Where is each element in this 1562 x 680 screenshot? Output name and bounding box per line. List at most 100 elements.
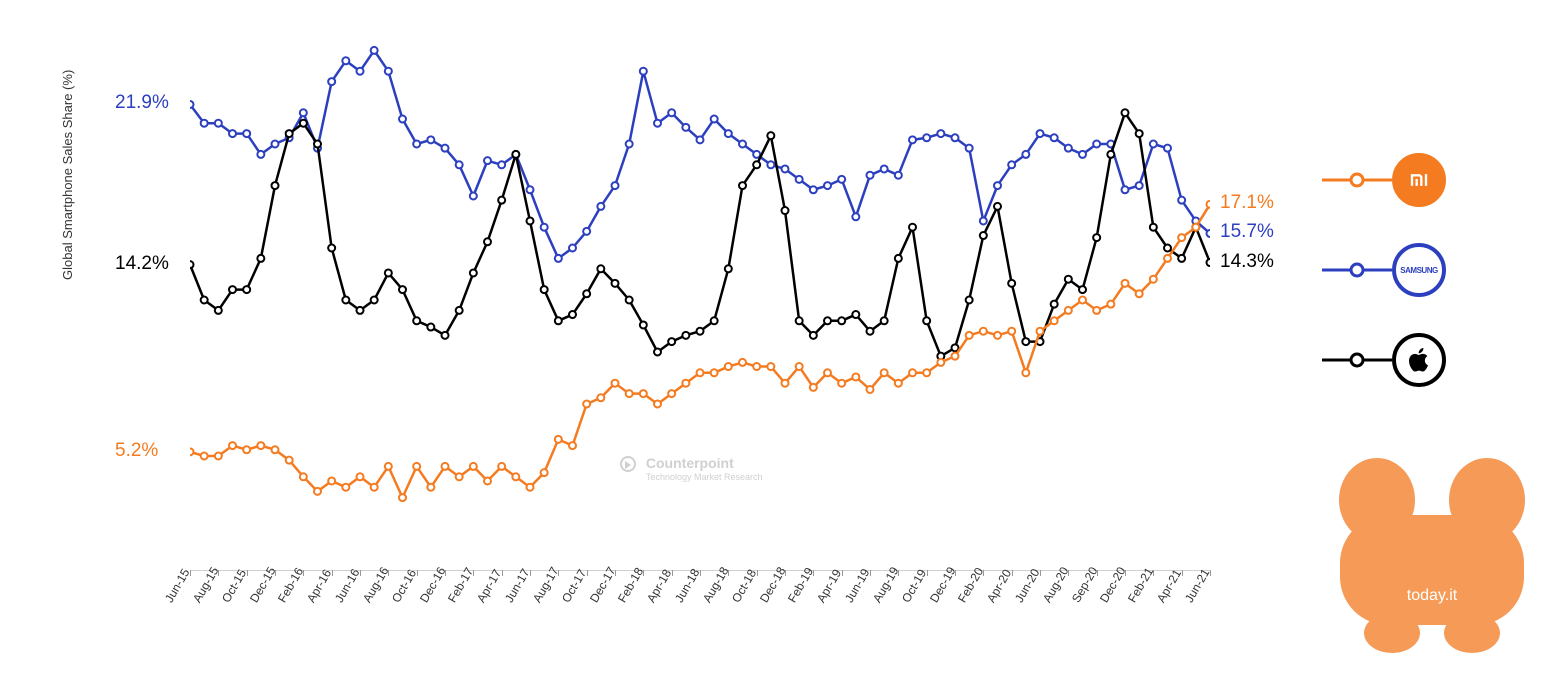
- series-marker-samsung: [1022, 151, 1029, 158]
- series-marker-xiaomi: [640, 390, 647, 397]
- series-marker-xiaomi: [923, 369, 930, 376]
- series-marker-apple: [1079, 286, 1086, 293]
- series-marker-samsung: [824, 182, 831, 189]
- series-marker-apple: [1065, 276, 1072, 283]
- series-marker-xiaomi: [498, 463, 505, 470]
- counterpoint-watermark: Counterpoint Technology Market Research: [620, 455, 763, 482]
- series-marker-apple: [272, 182, 279, 189]
- series-marker-apple: [1178, 255, 1185, 262]
- series-marker-samsung: [371, 47, 378, 54]
- series-marker-samsung: [711, 116, 718, 123]
- series-marker-samsung: [980, 217, 987, 224]
- x-tick-label: Feb-18: [615, 565, 646, 605]
- legend-item-apple: [1322, 330, 1522, 390]
- series-marker-samsung: [190, 101, 194, 108]
- x-tick-label: Jun-18: [672, 566, 702, 605]
- series-marker-xiaomi: [838, 380, 845, 387]
- series-marker-apple: [243, 286, 250, 293]
- series-marker-samsung: [470, 193, 477, 200]
- x-tick-label: Feb-19: [785, 565, 816, 605]
- series-marker-apple: [512, 151, 519, 158]
- chart-container: Global Smartphone Sales Share (%) Counte…: [60, 20, 1290, 660]
- series-marker-xiaomi: [966, 332, 973, 339]
- series-marker-xiaomi: [512, 473, 519, 480]
- series-marker-xiaomi: [739, 359, 746, 366]
- series-marker-xiaomi: [190, 448, 194, 455]
- series-marker-xiaomi: [243, 446, 250, 453]
- series-marker-samsung: [881, 165, 888, 172]
- series-marker-xiaomi: [583, 401, 590, 408]
- series-marker-xiaomi: [824, 369, 831, 376]
- series-marker-xiaomi: [314, 488, 321, 495]
- series-marker-apple: [342, 297, 349, 304]
- series-marker-apple: [229, 286, 236, 293]
- series-marker-apple: [413, 317, 420, 324]
- series-marker-apple: [583, 290, 590, 297]
- series-marker-samsung: [966, 145, 973, 152]
- series-marker-samsung: [541, 224, 548, 231]
- series-marker-apple: [541, 286, 548, 293]
- series-marker-apple: [881, 317, 888, 324]
- series-marker-samsung: [909, 136, 916, 143]
- x-tick-label: Jun-21: [1182, 566, 1212, 605]
- series-marker-xiaomi: [1178, 234, 1185, 241]
- series-marker-samsung: [456, 161, 463, 168]
- end-label-apple: 14.3%: [1220, 251, 1274, 273]
- series-marker-apple: [867, 328, 874, 335]
- series-marker-apple: [1051, 301, 1058, 308]
- series-marker-apple: [1008, 280, 1015, 287]
- series-marker-xiaomi: [427, 484, 434, 491]
- series-marker-xiaomi: [413, 463, 420, 470]
- series-marker-samsung: [484, 157, 491, 164]
- series-marker-samsung: [739, 141, 746, 148]
- x-axis: Jun-15Aug-15Oct-15Dec-15Feb-16Apr-16Jun-…: [190, 570, 1210, 650]
- series-marker-xiaomi: [682, 380, 689, 387]
- legend-item-samsung: SAMSUNG: [1322, 240, 1522, 300]
- series-marker-apple: [300, 120, 307, 127]
- series-marker-apple: [427, 324, 434, 331]
- x-tick-label: Apr-17: [474, 567, 504, 605]
- series-marker-samsung: [1008, 161, 1015, 168]
- series-marker-apple: [597, 265, 604, 272]
- series-marker-samsung: [682, 124, 689, 131]
- series-marker-apple: [314, 141, 321, 148]
- series-marker-apple: [980, 232, 987, 239]
- series-marker-xiaomi: [654, 401, 661, 408]
- series-marker-samsung: [399, 116, 406, 123]
- wm-line2: today.it: [1407, 587, 1458, 604]
- series-marker-samsung: [952, 134, 959, 141]
- series-marker-xiaomi: [357, 473, 364, 480]
- series-marker-apple: [824, 317, 831, 324]
- series-marker-samsung: [668, 109, 675, 116]
- series-marker-apple: [626, 297, 633, 304]
- series-marker-xiaomi: [937, 359, 944, 366]
- series-marker-apple: [1022, 338, 1029, 345]
- x-tick-label: Oct-17: [559, 567, 589, 605]
- series-marker-xiaomi: [1079, 297, 1086, 304]
- series-marker-xiaomi: [810, 384, 817, 391]
- series-marker-apple: [782, 207, 789, 214]
- series-marker-xiaomi: [697, 369, 704, 376]
- series-marker-apple: [1107, 151, 1114, 158]
- series-marker-samsung: [810, 186, 817, 193]
- series-marker-samsung: [994, 182, 1001, 189]
- series-marker-samsung: [640, 68, 647, 75]
- series-marker-samsung: [328, 78, 335, 85]
- series-marker-xiaomi: [201, 453, 208, 460]
- series-marker-xiaomi: [711, 369, 718, 376]
- series-marker-samsung: [442, 145, 449, 152]
- series-marker-xiaomi: [569, 442, 576, 449]
- series-marker-xiaomi: [867, 386, 874, 393]
- series-marker-samsung: [1065, 145, 1072, 152]
- x-tick-label: Apr-19: [814, 567, 844, 605]
- series-marker-apple: [612, 280, 619, 287]
- series-marker-samsung: [895, 172, 902, 179]
- x-tick-label: Jun-16: [332, 566, 362, 605]
- series-marker-apple: [190, 261, 194, 268]
- series-marker-xiaomi: [725, 363, 732, 370]
- series-marker-xiaomi: [1192, 224, 1199, 231]
- series-marker-apple: [442, 332, 449, 339]
- series-marker-xiaomi: [1122, 280, 1129, 287]
- series-marker-xiaomi: [952, 353, 959, 360]
- series-marker-xiaomi: [767, 363, 774, 370]
